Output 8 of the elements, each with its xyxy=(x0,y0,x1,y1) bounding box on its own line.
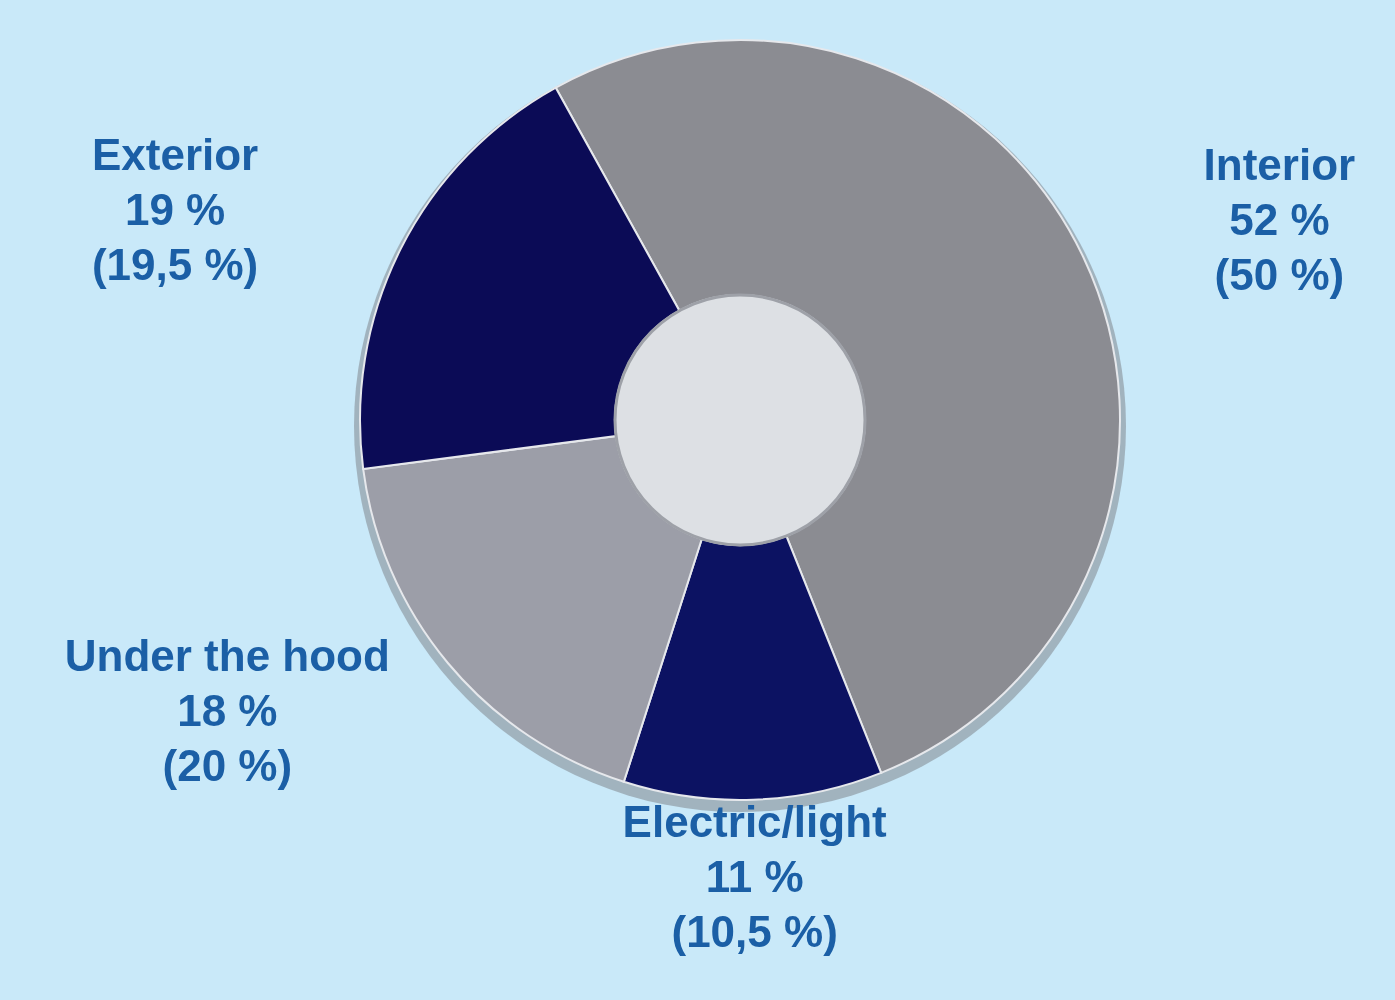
data-label: 18 % (20 %) xyxy=(162,686,293,791)
slice-label: Under the hood xyxy=(64,631,390,681)
data-label: 19 % (19,5 %) xyxy=(91,184,259,289)
slice-label: Exterior xyxy=(91,129,259,179)
data-label: 11 % (10,5 %) xyxy=(671,851,838,956)
slice-label: Electric/light xyxy=(622,796,888,846)
slice-label: Interior xyxy=(1203,139,1356,189)
data-label: 52 % (50 %) xyxy=(1214,194,1345,299)
